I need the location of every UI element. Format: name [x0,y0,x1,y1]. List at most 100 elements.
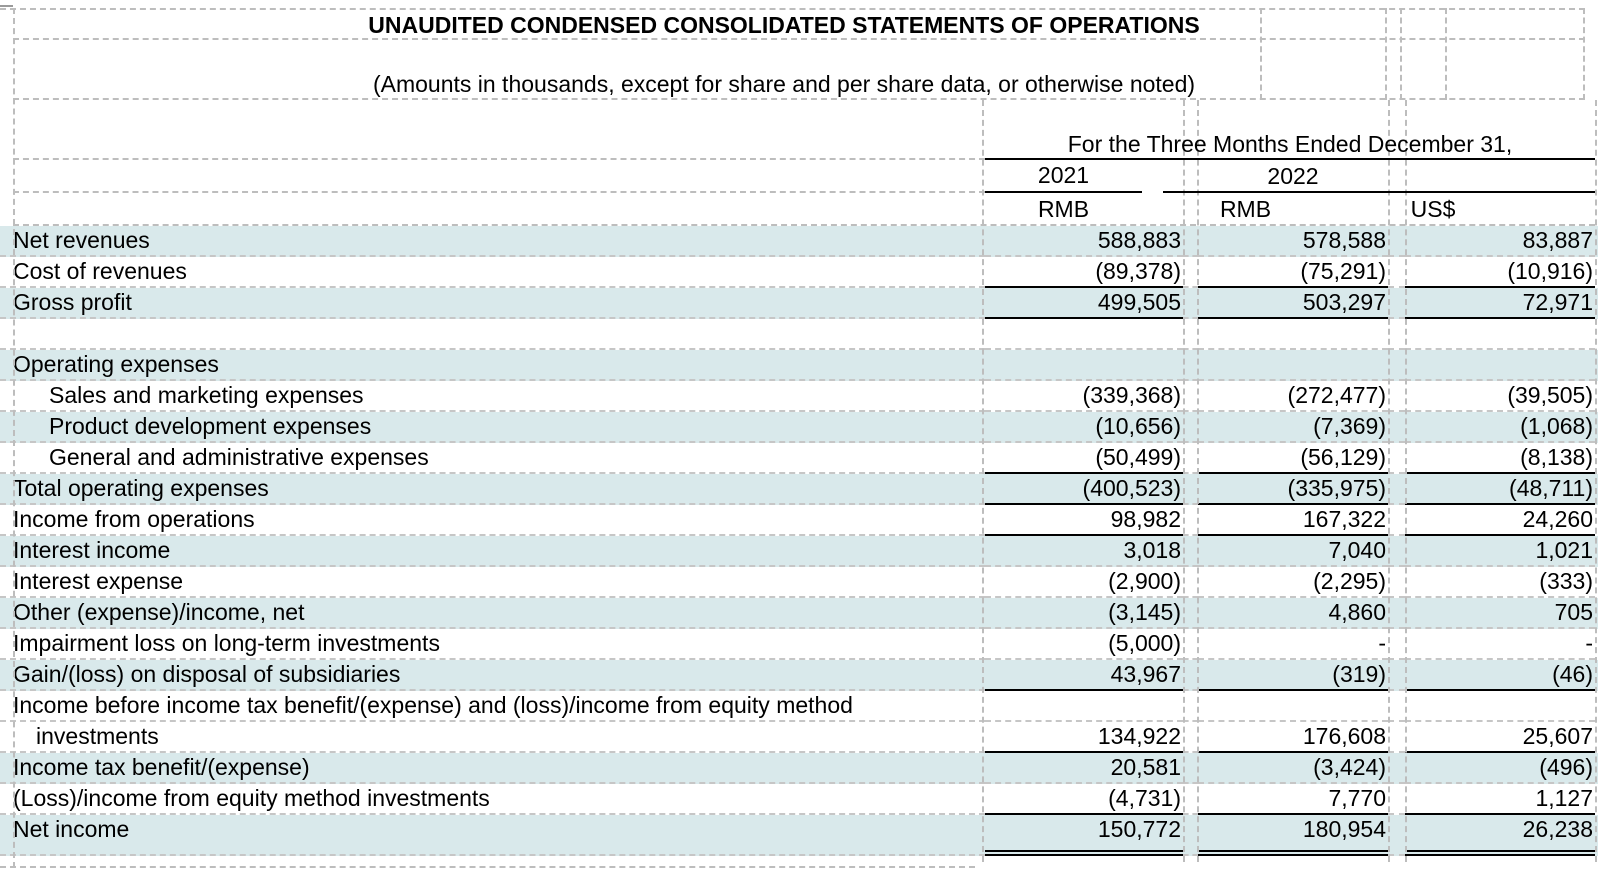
cell-value[interactable] [985,846,1183,856]
cell-value[interactable]: (3,424) [1198,753,1388,784]
cell-value[interactable]: 25,607 [1405,722,1595,753]
cell-value[interactable]: 588,883 [985,226,1183,257]
cell-value[interactable]: (7,369) [1198,412,1388,443]
cell-value[interactable]: (75,291) [1198,257,1388,288]
cell-value[interactable]: 43,967 [985,660,1183,691]
gridline [1400,8,1402,100]
cell-value[interactable]: (496) [1405,753,1595,784]
cell-value[interactable] [1405,319,1595,350]
cell-value[interactable]: (46) [1405,660,1595,691]
cell-value[interactable]: (39,505) [1405,381,1595,412]
cell-value[interactable]: (5,000) [985,629,1183,660]
row-label[interactable]: Gain/(loss) on disposal of subsidiaries [0,660,985,691]
cell-value[interactable] [985,319,1183,350]
cell-value[interactable]: (3,145) [985,598,1183,629]
cell-value[interactable] [985,691,1183,722]
cell-value[interactable]: (339,368) [985,381,1183,412]
cell-value[interactable]: (2,295) [1198,567,1388,598]
cell-value[interactable]: 167,322 [1198,505,1388,536]
table-row: Gain/(loss) on disposal of subsidiaries 4… [0,660,1598,691]
cell-value[interactable]: 20,581 [985,753,1183,784]
gridline [13,98,1585,100]
row-label[interactable]: General and administrative expenses [0,443,985,474]
row-label[interactable]: Income before income tax benefit/(expens… [0,691,985,722]
currency-header-rmb-2021: RMB [1037,196,1090,222]
cell-value[interactable]: (10,656) [985,412,1183,443]
cell-value[interactable]: (1,068) [1405,412,1595,443]
cell-value[interactable]: 7,770 [1198,784,1388,815]
cell-value[interactable] [985,350,1183,381]
cell-value[interactable] [1198,846,1388,856]
row-label[interactable]: Net revenues [0,226,985,257]
cell-value[interactable] [1405,350,1595,381]
cell-value[interactable]: 24,260 [1405,505,1595,536]
cell-spacer [1388,226,1405,257]
row-label[interactable] [0,319,985,350]
cell-value[interactable]: (4,731) [985,784,1183,815]
cell-value[interactable]: (333) [1405,567,1595,598]
cell-value[interactable]: 578,588 [1198,226,1388,257]
cell-spacer [1388,784,1405,815]
cell-value[interactable] [1198,691,1388,722]
cell-value[interactable]: 134,922 [985,722,1183,753]
cell-value[interactable]: - [1198,629,1388,660]
gridline [1445,8,1447,100]
cell-value[interactable]: 7,040 [1198,536,1388,567]
cell-value[interactable]: (8,138) [1405,443,1595,474]
cell-value[interactable]: (319) [1198,660,1388,691]
row-label[interactable]: Total operating expenses [0,474,985,505]
row-label[interactable]: (Loss)/income from equity method investm… [0,784,985,815]
row-label[interactable]: Cost of revenues [0,257,985,288]
cell-value[interactable]: (56,129) [1198,443,1388,474]
row-label[interactable]: Other (expense)/income, net [0,598,985,629]
cell-value[interactable]: (2,900) [985,567,1183,598]
row-label[interactable] [0,846,985,856]
row-label[interactable]: Income from operations [0,505,985,536]
row-label[interactable]: Sales and marketing expenses [0,381,985,412]
table-row [0,319,1598,350]
cell-spacer [1388,443,1405,474]
cell-value[interactable]: (48,711) [1405,474,1595,505]
cell-value[interactable]: - [1405,629,1595,660]
cell-value[interactable]: 3,018 [985,536,1183,567]
gridline [982,100,984,862]
cell-spacer [1183,443,1198,474]
cell-value[interactable]: (400,523) [985,474,1183,505]
cell-value[interactable]: 4,860 [1198,598,1388,629]
cell-value[interactable]: (10,916) [1405,257,1595,288]
cell-value[interactable]: 83,887 [1405,226,1595,257]
cell-value[interactable]: (335,975) [1198,474,1388,505]
cell-value[interactable] [1198,350,1388,381]
cell-value[interactable]: 499,505 [985,288,1183,319]
table-row: Income before income tax benefit/(expens… [0,691,1598,722]
cell-value[interactable]: 1,127 [1405,784,1595,815]
cell-value[interactable]: 150,772 [1097,816,1181,842]
cell-value[interactable] [1405,691,1595,722]
cell-value[interactable]: 705 [1405,598,1595,629]
row-label[interactable]: Gross profit [0,288,985,319]
cell-value[interactable]: 180,954 [1302,816,1386,842]
row-label[interactable]: Interest expense [0,567,985,598]
cell-value[interactable]: (272,477) [1198,381,1388,412]
cell-value[interactable]: 176,608 [1198,722,1388,753]
row-label[interactable]: Operating expenses [0,350,985,381]
cell-value[interactable] [1198,319,1388,350]
cell-value[interactable]: (50,499) [985,443,1183,474]
gridline [1405,100,1407,862]
cell-value[interactable]: 72,971 [1405,288,1595,319]
table-row: Product development expenses (10,656) (7,3… [0,412,1598,443]
cell-value[interactable] [1405,846,1595,856]
cell-value[interactable]: (89,378) [985,257,1183,288]
row-label[interactable]: Impairment loss on long-term investments [0,629,985,660]
row-label[interactable]: Income tax benefit/(expense) [0,753,985,784]
row-label[interactable]: investments [0,722,985,753]
cell-value[interactable]: 26,238 [1522,816,1593,842]
cell-value[interactable]: 1,021 [1405,536,1595,567]
cell-value[interactable]: 503,297 [1198,288,1388,319]
cell-value[interactable]: 98,982 [985,505,1183,536]
row-label[interactable]: Net income [13,816,130,842]
cell-spacer [1183,784,1198,815]
gridline [13,191,985,193]
row-label[interactable]: Interest income [0,536,985,567]
row-label[interactable]: Product development expenses [0,412,985,443]
